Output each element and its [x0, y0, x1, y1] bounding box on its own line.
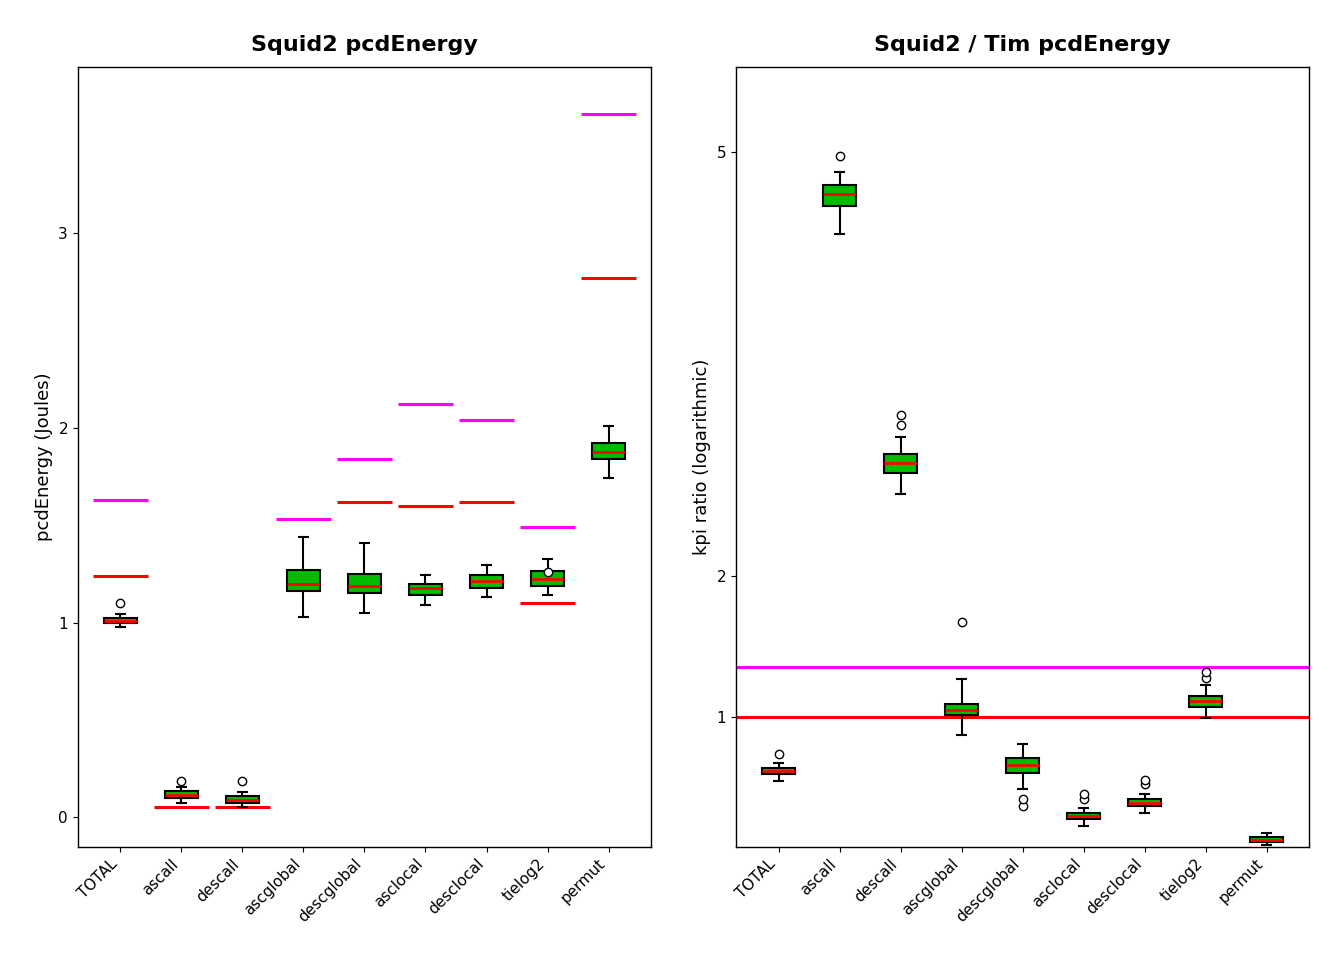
- Title: Squid2 pcdEnergy: Squid2 pcdEnergy: [251, 35, 478, 55]
- Bar: [945, 704, 978, 715]
- Bar: [470, 575, 503, 588]
- Y-axis label: pcdEnergy (Joules): pcdEnergy (Joules): [35, 372, 52, 541]
- Bar: [103, 617, 137, 623]
- Bar: [286, 570, 320, 591]
- Bar: [409, 584, 442, 595]
- Title: Squid2 / Tim pcdEnergy: Squid2 / Tim pcdEnergy: [874, 35, 1171, 55]
- Bar: [1128, 800, 1161, 806]
- Bar: [823, 184, 856, 205]
- Bar: [348, 574, 382, 593]
- Bar: [1250, 837, 1284, 842]
- Bar: [1189, 696, 1222, 707]
- Y-axis label: kpi ratio (logarithmic): kpi ratio (logarithmic): [694, 359, 711, 555]
- Bar: [884, 454, 918, 472]
- Bar: [1005, 757, 1039, 773]
- Bar: [591, 444, 625, 459]
- Bar: [165, 791, 199, 798]
- Bar: [226, 796, 259, 803]
- Bar: [531, 571, 564, 586]
- Bar: [1067, 813, 1101, 819]
- Bar: [762, 768, 796, 774]
